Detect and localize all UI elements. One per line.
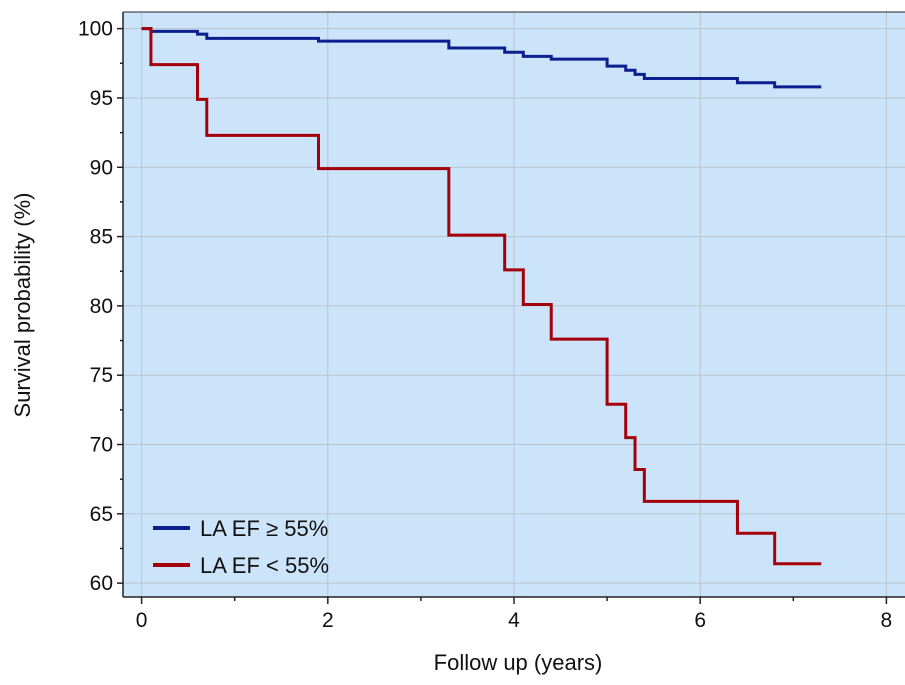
y-tick-label: 95 [90, 87, 113, 110]
y-tick-label: 85 [90, 226, 113, 249]
y-tick-label: 90 [90, 156, 113, 179]
grid-lines [123, 12, 905, 597]
y-tick-label: 80 [90, 295, 113, 318]
legend-label-1: LA EF < 55% [200, 553, 329, 578]
y-axis-title: Survival probability (%) [10, 193, 35, 418]
y-tick-label: 65 [90, 503, 113, 526]
legend: LA EF ≥ 55% LA EF < 55% [153, 516, 329, 578]
y-tick-label: 100 [78, 18, 113, 41]
y-tick-label: 75 [90, 364, 113, 387]
x-tick-label: 6 [694, 609, 706, 632]
x-tick-label: 4 [508, 609, 520, 632]
x-tick-label: 8 [881, 609, 893, 632]
x-axis-title: Follow up (years) [434, 650, 603, 675]
legend-label-0: LA EF ≥ 55% [200, 516, 328, 541]
y-tick-label: 70 [90, 434, 113, 457]
series-layer [141, 27, 822, 566]
ticks: 60 65 70 75 80 85 90 95 100 0 2 4 6 8 [78, 18, 892, 632]
series-line-0 [141, 27, 822, 89]
series-line-1 [141, 27, 822, 566]
x-tick-label: 2 [322, 609, 334, 632]
x-tick-label: 0 [136, 609, 148, 632]
y-tick-label: 60 [90, 572, 113, 595]
